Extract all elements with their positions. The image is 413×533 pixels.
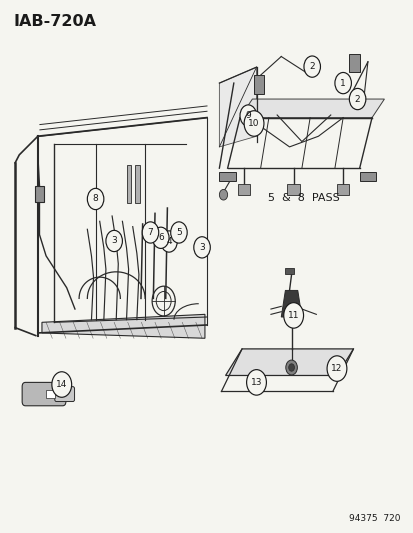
Text: 12: 12: [330, 364, 342, 373]
Polygon shape: [42, 314, 204, 338]
Bar: [254, 75, 263, 94]
Circle shape: [334, 72, 351, 94]
Bar: [135, 165, 140, 203]
Text: 3: 3: [199, 243, 204, 252]
Circle shape: [152, 227, 169, 248]
FancyBboxPatch shape: [55, 386, 74, 401]
Text: 14: 14: [56, 380, 67, 389]
Circle shape: [142, 222, 158, 243]
Text: 2: 2: [354, 94, 360, 103]
Circle shape: [87, 188, 104, 209]
Text: 5: 5: [176, 228, 181, 237]
Bar: [285, 268, 294, 274]
Circle shape: [193, 237, 210, 258]
Bar: [237, 184, 250, 195]
Circle shape: [160, 231, 177, 252]
Text: 2: 2: [309, 62, 314, 71]
Text: 3: 3: [111, 237, 117, 246]
Bar: [219, 172, 235, 181]
Bar: [287, 184, 299, 195]
Bar: [359, 172, 375, 181]
Text: IAB-720A: IAB-720A: [13, 14, 96, 29]
Circle shape: [106, 230, 122, 252]
Circle shape: [285, 360, 297, 375]
Text: 13: 13: [250, 378, 261, 387]
Text: 11: 11: [287, 311, 299, 320]
Text: 94375  720: 94375 720: [349, 514, 400, 523]
Text: 7: 7: [147, 228, 153, 237]
Circle shape: [288, 364, 294, 371]
Circle shape: [283, 303, 303, 328]
Polygon shape: [240, 99, 384, 118]
Bar: [126, 165, 131, 203]
FancyBboxPatch shape: [22, 382, 66, 406]
Circle shape: [244, 111, 263, 136]
Polygon shape: [219, 67, 256, 147]
Text: 4: 4: [166, 237, 171, 246]
Text: 5  &  8  PASS: 5 & 8 PASS: [268, 193, 339, 204]
Circle shape: [326, 356, 346, 381]
Circle shape: [219, 189, 227, 200]
Text: 9: 9: [245, 111, 251, 120]
Polygon shape: [280, 290, 301, 317]
Text: 1: 1: [339, 78, 345, 87]
Circle shape: [52, 372, 71, 397]
Circle shape: [246, 369, 266, 395]
Text: 6: 6: [157, 233, 163, 243]
Circle shape: [349, 88, 365, 110]
Bar: [35, 185, 44, 201]
Bar: [349, 54, 359, 72]
Text: 10: 10: [248, 119, 259, 128]
Circle shape: [303, 56, 320, 77]
Circle shape: [170, 222, 187, 243]
Bar: [336, 184, 349, 195]
Bar: [46, 390, 55, 398]
Polygon shape: [225, 349, 353, 375]
Circle shape: [240, 105, 256, 126]
Text: 8: 8: [93, 195, 98, 204]
